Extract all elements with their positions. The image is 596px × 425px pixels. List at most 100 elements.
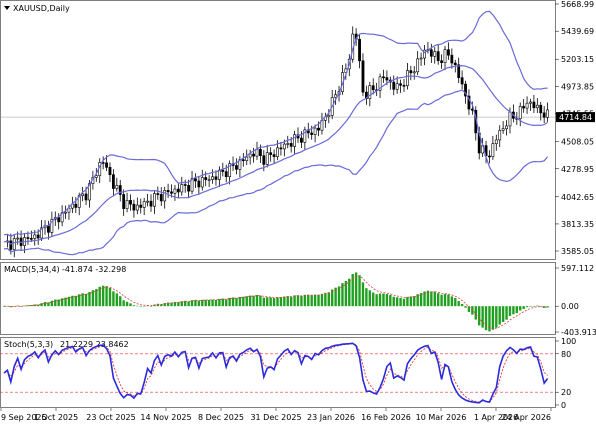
candle-body xyxy=(300,137,303,143)
macd-bar xyxy=(26,305,30,307)
macd-bar xyxy=(269,297,272,307)
macd-bar xyxy=(522,306,525,309)
macd-bar xyxy=(221,298,224,307)
macd-bar xyxy=(296,295,300,307)
price-tick-label: 4042.65 xyxy=(561,193,594,202)
macd-bar xyxy=(484,306,488,331)
macd-bar xyxy=(334,287,337,307)
macd-bar xyxy=(368,290,372,307)
macd-bar xyxy=(40,303,43,307)
macd-bar xyxy=(515,306,519,314)
candle-body xyxy=(505,125,508,130)
macd-bar xyxy=(33,304,36,307)
macd-bar xyxy=(512,306,515,315)
candle-body xyxy=(371,85,375,91)
candle-body xyxy=(443,49,447,63)
macd-bar xyxy=(225,299,228,307)
candle-body xyxy=(269,152,273,155)
menu-triangle-icon[interactable] xyxy=(4,6,10,10)
macd-bar xyxy=(139,306,142,307)
macd-bar xyxy=(450,296,454,307)
candle-body xyxy=(248,153,252,158)
macd-bar xyxy=(50,300,54,307)
candle-body xyxy=(498,130,502,141)
macd-bar xyxy=(163,303,166,307)
macd-bar xyxy=(491,306,495,330)
candle-body xyxy=(125,200,129,209)
stoch-values: 21.2229 23.8462 xyxy=(60,340,129,349)
candle-body xyxy=(313,127,317,135)
macd-bar xyxy=(385,294,389,307)
candle-body xyxy=(429,49,433,57)
macd-bar xyxy=(276,297,279,307)
candle-body xyxy=(542,112,546,118)
macd-bar xyxy=(478,306,481,326)
macd-bar xyxy=(54,299,57,307)
candle-body xyxy=(159,194,163,202)
time-tick-label: 16 Feb 2026 xyxy=(361,413,411,422)
macd-bar xyxy=(501,306,505,323)
time-tick-label: 23 Oct 2025 xyxy=(86,413,135,422)
candle-body xyxy=(245,156,249,161)
candle-body xyxy=(156,193,160,195)
macd-bar xyxy=(149,306,153,307)
macd-bar xyxy=(146,305,149,307)
candle-body xyxy=(392,81,396,90)
candle-body xyxy=(26,237,30,239)
macd-bar xyxy=(201,299,204,307)
macd-bar xyxy=(351,273,354,307)
macd-bar xyxy=(129,303,132,307)
macd-bar xyxy=(207,299,211,307)
macd-bar xyxy=(91,290,95,307)
macd-bar xyxy=(289,296,293,307)
macd-bar xyxy=(337,286,341,307)
macd-bar xyxy=(190,300,194,307)
candle-body xyxy=(382,76,385,79)
stoch-tick-label: 20 xyxy=(561,388,571,397)
candle-body xyxy=(286,143,290,145)
macd-bar xyxy=(204,299,207,307)
candle-body xyxy=(303,129,307,143)
candle-body xyxy=(532,101,536,109)
macd-bar xyxy=(183,300,187,307)
macd-bar xyxy=(47,302,50,307)
macd-bar xyxy=(378,293,382,307)
macd-bar xyxy=(16,305,19,307)
macd-bar xyxy=(214,299,218,307)
candle-body xyxy=(180,184,184,193)
price-tick-label: 5203.15 xyxy=(561,55,594,64)
macd-bar xyxy=(231,297,235,307)
macd-bar xyxy=(57,299,60,307)
macd-bar xyxy=(542,306,546,308)
macd-bar xyxy=(2,306,6,307)
candle-body xyxy=(293,134,296,147)
macd-bar xyxy=(310,295,313,307)
macd-bar xyxy=(81,293,84,307)
macd-bar xyxy=(320,293,324,307)
macd-bar xyxy=(255,294,259,307)
candle-body xyxy=(173,188,177,194)
candle-body xyxy=(88,183,91,201)
candle-body xyxy=(518,106,522,119)
macd-signal-line xyxy=(3,275,548,329)
price-tick-label: 5439.69 xyxy=(561,27,594,36)
candle-body xyxy=(57,217,61,223)
candle-body xyxy=(214,176,218,180)
macd-bar xyxy=(348,278,351,307)
macd-bar xyxy=(9,306,13,308)
macd-bar xyxy=(180,301,183,307)
candle-body xyxy=(272,154,276,157)
price-tick-label: 4508.05 xyxy=(561,138,594,147)
candle-body xyxy=(170,191,173,194)
symbol-menu[interactable]: XAUUSD,Daily xyxy=(4,4,70,13)
macd-bar xyxy=(361,282,365,307)
candle-body xyxy=(84,193,88,201)
candle-body xyxy=(241,159,245,161)
candle-body xyxy=(187,185,191,192)
candle-body xyxy=(211,176,214,180)
macd-bar xyxy=(252,295,255,307)
bb-middle-line xyxy=(3,64,548,245)
macd-tick-label: -403.913 xyxy=(561,328,596,337)
